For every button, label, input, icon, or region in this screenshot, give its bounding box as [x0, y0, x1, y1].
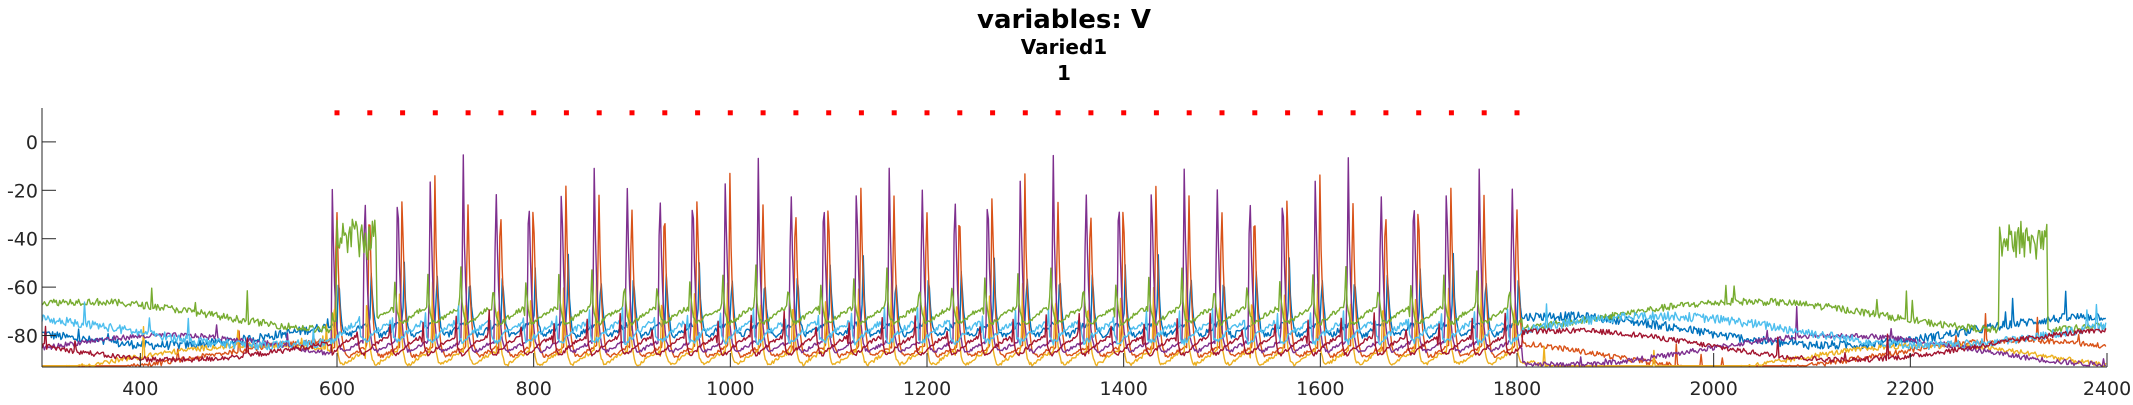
stim-marker: [1317, 110, 1323, 116]
x-tick-label: 2400: [2083, 378, 2131, 400]
chart-title: variables: V: [977, 5, 1151, 35]
stim-marker: [400, 110, 406, 116]
series-line-6: [41, 301, 2107, 351]
x-tick-label: 1800: [1493, 378, 1541, 400]
stim-marker: [727, 110, 733, 116]
chart-subtitle: Varied1: [1021, 35, 1107, 59]
stim-marker: [1186, 110, 1192, 116]
x-tick-label: 800: [516, 378, 552, 400]
chart-subtitle-2: 1: [1057, 61, 1071, 85]
x-tick-label: 1400: [1099, 378, 1147, 400]
stim-marker: [793, 110, 799, 116]
stim-marker: [1350, 110, 1356, 116]
x-tick-label: 1200: [903, 378, 951, 400]
series-line-4: [41, 154, 2107, 367]
stim-marker: [1153, 110, 1159, 116]
stim-marker: [957, 110, 963, 116]
stim-marker: [662, 110, 668, 116]
series-line-1: [41, 252, 2107, 351]
stim-marker: [1121, 110, 1127, 116]
stim-marker: [891, 110, 897, 116]
series-line-5: [41, 218, 2106, 334]
x-tick-label: 2200: [1886, 378, 1934, 400]
y-tick-label: -40: [7, 229, 38, 251]
x-tick-label: 1600: [1296, 378, 1344, 400]
x-tick-label: 1000: [706, 378, 754, 400]
stim-marker: [1022, 110, 1028, 116]
stim-marker: [1252, 110, 1258, 116]
stim-marker: [858, 110, 864, 116]
stim-marker: [531, 110, 537, 116]
y-tick-label: -60: [7, 277, 38, 299]
y-tick-label: 0: [26, 132, 38, 154]
stim-marker: [826, 110, 832, 116]
stim-marker: [432, 110, 438, 116]
stim-marker: [1448, 110, 1454, 116]
traces: [41, 154, 2107, 367]
stim-marker: [1219, 110, 1225, 116]
x-tick-label: 2000: [1689, 378, 1737, 400]
stim-marker: [334, 110, 340, 116]
stim-marker: [498, 110, 504, 116]
stim-marker: [1416, 110, 1422, 116]
stim-marker: [990, 110, 996, 116]
stim-marker: [1514, 110, 1520, 116]
stim-marker: [1055, 110, 1061, 116]
stim-marker: [1481, 110, 1487, 116]
stim-marker: [1285, 110, 1291, 116]
y-tick-label: -20: [7, 180, 38, 202]
y-tick-label: -80: [7, 326, 38, 348]
stim-marker: [924, 110, 930, 116]
series-line-7: [41, 309, 2107, 363]
stim-marker: [760, 110, 766, 116]
stim-marker: [1383, 110, 1389, 116]
stim-marker: [563, 110, 569, 116]
stim-marker: [367, 110, 373, 116]
stim-marker: [596, 110, 602, 116]
stim-marker: [465, 110, 471, 116]
axes: 400 600 800 1000 1200 1400 1600 1800 2000 2200 240…: [7, 108, 2131, 400]
stim-marker: [629, 110, 635, 116]
stim-marker: [1088, 110, 1094, 116]
x-tick-label: 400: [122, 378, 158, 400]
series-line-3: [42, 275, 2107, 367]
stim-marker: [695, 110, 701, 116]
x-tick-label: 600: [319, 378, 355, 400]
stimulus-markers: [334, 110, 1520, 116]
